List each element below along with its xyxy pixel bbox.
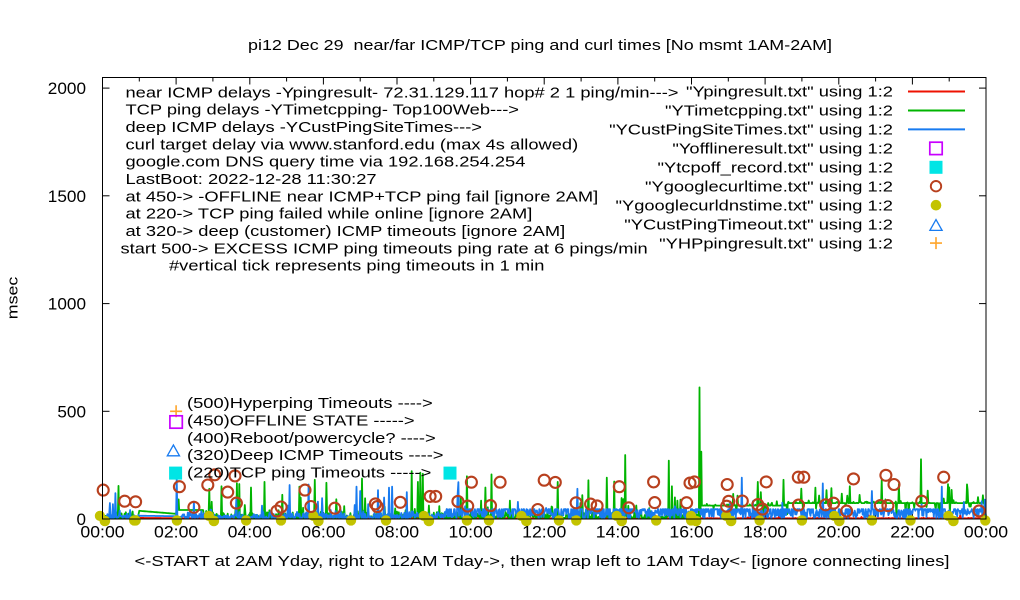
svg-text:16:00: 16:00 bbox=[669, 523, 713, 542]
svg-text:500: 500 bbox=[57, 402, 86, 421]
svg-text:near ICMP delays -Ypingresult-: near ICMP delays -Ypingresult- 72.31.129… bbox=[126, 84, 679, 101]
svg-text:pi12 Dec 29 near/far ICMP/TCP: pi12 Dec 29 near/far ICMP/TCP ping and c… bbox=[248, 37, 832, 54]
svg-text:02:00: 02:00 bbox=[154, 523, 198, 542]
svg-text:14:00: 14:00 bbox=[596, 523, 640, 542]
svg-text:2000: 2000 bbox=[48, 79, 86, 98]
svg-text:TCP ping delays -YTimetcpping-: TCP ping delays -YTimetcpping- Top100Web… bbox=[126, 102, 520, 119]
svg-text:LastBoot: 2022-12-28 11:30:27: LastBoot: 2022-12-28 11:30:27 bbox=[126, 171, 377, 188]
svg-text:at 320-> deep (customer) ICMP: at 320-> deep (customer) ICMP timeouts [… bbox=[126, 223, 566, 240]
svg-text:"Ytcpoff_record.txt" using 1:2: "Ytcpoff_record.txt" using 1:2 bbox=[658, 160, 894, 177]
svg-text:deep ICMP delays -YCustPingSit: deep ICMP delays -YCustPingSiteTimes---> bbox=[126, 119, 483, 136]
svg-text:1500: 1500 bbox=[48, 187, 86, 206]
svg-text:"YCustPingSiteTimes.txt" using: "YCustPingSiteTimes.txt" using 1:2 bbox=[609, 122, 893, 139]
svg-text:22:00: 22:00 bbox=[890, 523, 934, 542]
svg-text:#vertical tick represents ping: #vertical tick represents ping timeouts … bbox=[169, 258, 544, 275]
svg-text:(220)TCP ping Timeouts ----->: (220)TCP ping Timeouts -----> bbox=[187, 465, 432, 482]
svg-text:1000: 1000 bbox=[48, 295, 86, 314]
svg-text:(400)Reboot/powercycle? ---->: (400)Reboot/powercycle? ----> bbox=[187, 430, 436, 447]
svg-text:18:00: 18:00 bbox=[743, 523, 787, 542]
svg-text:msec: msec bbox=[5, 276, 22, 319]
svg-text:"Ypingresult.txt" using 1:2: "Ypingresult.txt" using 1:2 bbox=[686, 84, 893, 101]
svg-text:start 500-> EXCESS ICMP ping t: start 500-> EXCESS ICMP ping timeouts pi… bbox=[121, 240, 648, 257]
svg-text:"Ygooglecurltime.txt" using 1:: "Ygooglecurltime.txt" using 1:2 bbox=[645, 178, 893, 195]
svg-text:0: 0 bbox=[77, 510, 87, 529]
svg-text:at 450-> -OFFLINE near ICMP+TC: at 450-> -OFFLINE near ICMP+TCP ping fai… bbox=[126, 188, 599, 205]
svg-text:12:00: 12:00 bbox=[522, 523, 566, 542]
svg-text:08:00: 08:00 bbox=[375, 523, 419, 542]
svg-text:"YHPpingresult.txt" using 1:2: "YHPpingresult.txt" using 1:2 bbox=[659, 235, 893, 252]
svg-text:20:00: 20:00 bbox=[817, 523, 861, 542]
svg-text:00:00: 00:00 bbox=[964, 523, 1008, 542]
svg-text:google.com DNS query time via: google.com DNS query time via 192.168.25… bbox=[126, 154, 526, 171]
svg-text:<-START at 2AM Yday, right to: <-START at 2AM Yday, right to 12AM Tday-… bbox=[135, 553, 950, 570]
svg-text:04:00: 04:00 bbox=[228, 523, 272, 542]
svg-text:(450)OFFLINE STATE ----->: (450)OFFLINE STATE -----> bbox=[187, 413, 415, 430]
svg-text:00:00: 00:00 bbox=[80, 523, 124, 542]
svg-text:at 220-> TCP ping failed while: at 220-> TCP ping failed while online [i… bbox=[126, 206, 533, 223]
svg-text:"Ygooglecurldnstime.txt" using: "Ygooglecurldnstime.txt" using 1:2 bbox=[616, 197, 894, 214]
svg-text:"Yofflineresult.txt" using 1:2: "Yofflineresult.txt" using 1:2 bbox=[672, 141, 893, 158]
svg-text:"YTimetcpping.txt" using 1:2: "YTimetcpping.txt" using 1:2 bbox=[665, 103, 893, 120]
svg-text:10:00: 10:00 bbox=[449, 523, 493, 542]
svg-text:curl target delay via www.stan: curl target delay via www.stanford.edu (… bbox=[126, 136, 579, 153]
svg-text:"YCustPingTimeout.txt" using 1: "YCustPingTimeout.txt" using 1:2 bbox=[624, 216, 893, 233]
svg-text:(500)Hyperping Timeouts ---->: (500)Hyperping Timeouts ----> bbox=[187, 395, 433, 412]
svg-text:(320)Deep ICMP Timeouts ---->: (320)Deep ICMP Timeouts ----> bbox=[187, 447, 444, 464]
svg-text:06:00: 06:00 bbox=[301, 523, 345, 542]
